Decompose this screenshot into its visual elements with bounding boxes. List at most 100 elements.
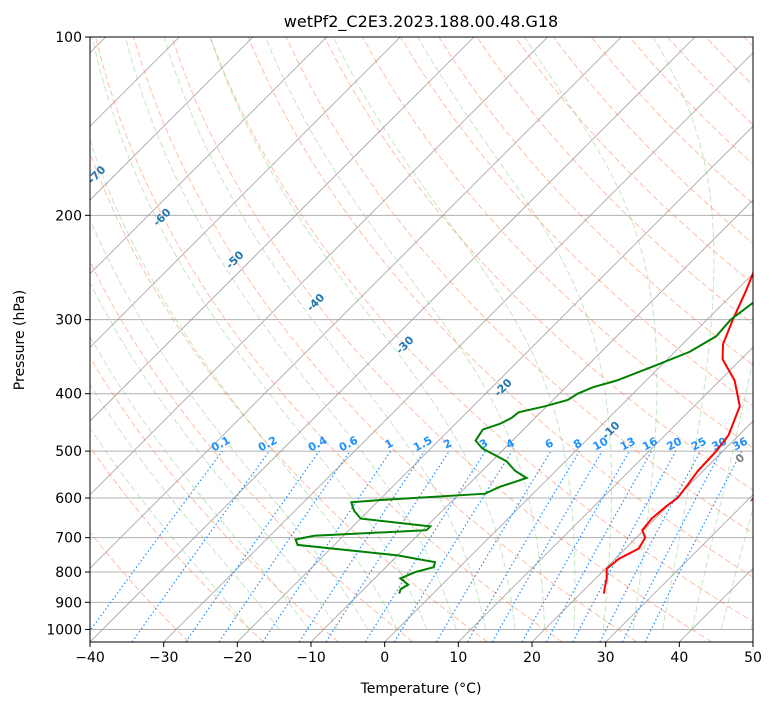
mixing-ratio-line [521, 450, 631, 642]
moist-adiabat-label: 0 [733, 451, 747, 466]
moist-adiabat [90, 138, 398, 630]
x-tick-label: 40 [670, 650, 688, 666]
isotherm [531, 420, 753, 642]
mixing-ratio-label: 10 [591, 435, 611, 454]
background-labels: 0.10.20.40.611.52346810131620253036-100-… [27, 120, 775, 545]
dry-adiabat [667, 37, 753, 126]
moist-adiabat [720, 506, 753, 630]
moist-adiabat [209, 37, 516, 630]
dry-adiabat [285, 37, 753, 535]
mixing-ratio-label: 25 [689, 435, 709, 454]
mixing-ratio-line [218, 450, 351, 642]
x-tick-label: 10 [449, 650, 467, 666]
y-axis: 100 200 300 400 500 600 700 800 900 1000 [46, 30, 90, 638]
moist-adiabat [332, 37, 576, 630]
y-tick-label: 500 [55, 444, 82, 460]
dry-adiabat [514, 37, 753, 285]
dry-adiabat [90, 260, 414, 642]
dry-adiabat [590, 37, 753, 205]
dry-adiabat [171, 37, 712, 642]
moist-adiabat [163, 37, 487, 630]
dry-adiabat [476, 37, 753, 325]
x-axis-label: Temperature (°C) [360, 681, 482, 697]
moist-adiabat [691, 357, 753, 630]
x-tick-label: 0 [380, 650, 389, 666]
x-tick-label: −20 [223, 650, 253, 666]
x-axis: −40 −30 −20 −10 0 10 20 30 40 50 [75, 642, 762, 666]
y-tick-label: 1000 [46, 622, 82, 638]
mixing-ratio-line [298, 450, 425, 642]
x-tick-label: 30 [597, 650, 615, 666]
isotherm [752, 641, 753, 642]
y-tick-label: 800 [55, 565, 82, 581]
dry-adiabat [90, 151, 488, 642]
dry-adiabat [705, 37, 753, 87]
dry-adiabat [400, 37, 753, 407]
y-tick-label: 700 [55, 531, 82, 547]
dry-adiabat [90, 356, 339, 642]
dry-adiabat [209, 37, 753, 623]
mixing-ratio-line [572, 450, 677, 642]
dry-adiabat [90, 445, 264, 642]
mixing-ratio-label: 20 [664, 435, 684, 454]
x-tick-label: −40 [75, 650, 105, 666]
mixing-ratio-label: 36 [730, 435, 750, 454]
mixing-ratio-label: 6 [543, 436, 556, 451]
y-tick-label: 900 [55, 595, 82, 611]
mixing-ratio-label: 2 [441, 436, 454, 451]
y-tick-label: 600 [55, 491, 82, 507]
y-tick-label: 400 [55, 387, 82, 403]
temperature-profile [603, 270, 753, 594]
isotherm [605, 494, 753, 642]
dry-adiabat-label: -40 [304, 291, 327, 314]
isotherm [237, 125, 753, 642]
isotherm [90, 37, 622, 569]
dewpoint-profile [294, 301, 753, 594]
moist-adiabat [264, 37, 546, 630]
dry-adiabat [247, 37, 753, 578]
isotherm [90, 37, 327, 275]
mixing-ratio-label: 4 [504, 436, 517, 451]
mixing-ratio-line [435, 450, 552, 642]
mixing-ratio-line [185, 450, 320, 642]
isotherm [90, 37, 254, 201]
moist-adiabat [417, 37, 612, 630]
dry-adiabat [743, 37, 753, 47]
y-tick-label: 300 [55, 313, 82, 329]
dry-adiabat [90, 531, 190, 642]
y-tick-label: 100 [55, 30, 82, 46]
y-axis-label: Pressure (hPa) [12, 290, 28, 390]
dry-adiabat [95, 37, 563, 642]
x-tick-label: −10 [296, 650, 326, 666]
dry-adiabat [362, 37, 753, 449]
mixing-ratio-line [325, 450, 450, 642]
mixing-ratio-line [262, 450, 392, 642]
mixing-ratio-line [90, 450, 223, 632]
y-tick-label: 200 [55, 208, 82, 224]
dry-adiabat-label: -80 [27, 120, 50, 143]
mixing-ratio-label: 16 [640, 435, 660, 454]
mixing-ratio-line [545, 450, 653, 642]
moist-adiabat [523, 37, 658, 630]
moist-adiabat-label: 20 [771, 525, 775, 545]
moist-adiabat [652, 37, 715, 630]
isotherm [90, 37, 401, 348]
mixing-ratio-label: 13 [618, 435, 638, 454]
moist-adiabat [124, 37, 457, 630]
moist-adiabat [90, 427, 251, 630]
moist-adiabat [90, 383, 280, 630]
isotherm [679, 567, 753, 642]
isotherm [90, 37, 475, 422]
moist-adiabat [90, 335, 310, 630]
x-tick-label: 20 [523, 650, 541, 666]
moist-adiabat [750, 619, 753, 630]
moist-adiabat [90, 218, 369, 630]
moist-adiabat [91, 37, 428, 630]
plot-frame [89, 36, 754, 643]
dry-adiabat [438, 37, 753, 366]
x-tick-label: 50 [744, 650, 762, 666]
isotherm [90, 37, 696, 642]
isotherm [163, 52, 753, 642]
mixing-ratio-line [599, 450, 702, 642]
